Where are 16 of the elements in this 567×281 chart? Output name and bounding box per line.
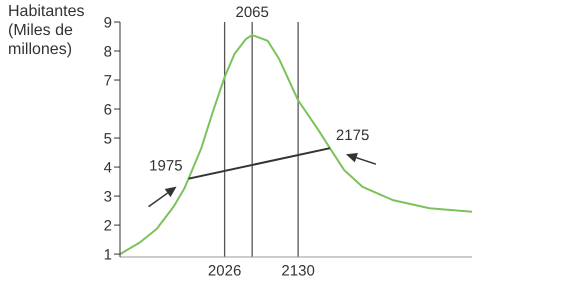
y-tick-label: 9 — [104, 14, 112, 32]
y-tick-label: 6 — [104, 101, 112, 118]
y-tick-label: 5 — [104, 130, 112, 148]
y-tick-label: 7 — [104, 72, 112, 90]
x-tick-label: 2130 — [281, 262, 315, 280]
y-tick-label: 2 — [104, 217, 112, 234]
y-tick-label: 8 — [104, 43, 112, 60]
y-tick-label: 4 — [104, 159, 112, 176]
y-tick-label: 3 — [104, 188, 112, 206]
line-series — [120, 34, 472, 256]
ref-line-label: 2065 — [235, 4, 269, 21]
y-axis-title: Habitantes (Miles de millones) — [8, 2, 86, 59]
annotation: 1975 — [149, 158, 183, 175]
y-tick-label: 1 — [104, 246, 112, 264]
annotation: 2175 — [336, 127, 370, 144]
x-tick-label: 2026 — [208, 262, 242, 280]
